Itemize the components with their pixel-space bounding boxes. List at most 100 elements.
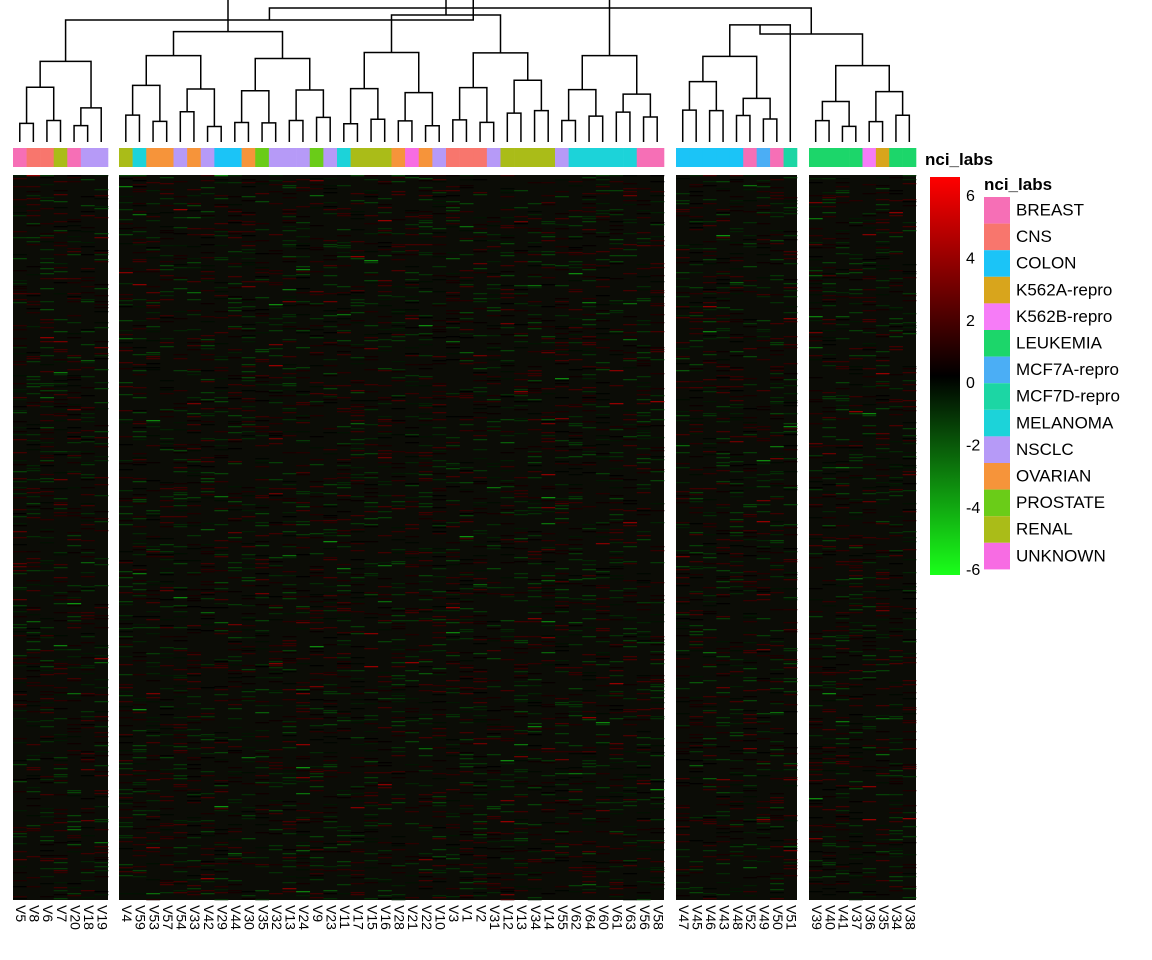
heatmap-cell xyxy=(568,706,583,708)
heatmap-cell xyxy=(364,715,379,717)
heatmap-cell xyxy=(323,821,338,823)
heatmap-cell xyxy=(94,687,109,689)
heatmap-cell xyxy=(350,800,365,802)
heatmap-cell xyxy=(40,491,55,493)
heatmap-cell xyxy=(473,798,488,800)
heatmap-cell xyxy=(555,191,569,193)
heatmap-cell xyxy=(582,818,597,820)
heatmap-cell xyxy=(541,760,556,762)
heatmap-cell xyxy=(595,190,610,192)
heatmap-cell xyxy=(432,625,447,627)
heatmap-cell xyxy=(53,581,68,583)
heatmap-cell xyxy=(500,647,515,649)
heatmap-cell xyxy=(214,871,229,873)
heatmap-cell xyxy=(514,418,529,420)
heatmap-cell xyxy=(391,286,406,288)
heatmap-cell xyxy=(568,777,583,779)
heatmap-cell xyxy=(53,858,68,860)
heatmap-cell xyxy=(623,339,638,341)
heatmap-cell xyxy=(377,346,392,348)
heatmap-cell xyxy=(67,315,82,317)
heatmap-cell xyxy=(13,199,27,201)
heatmap-cell xyxy=(228,641,242,643)
heatmap-cell xyxy=(309,699,324,701)
heatmap-cell xyxy=(241,212,256,214)
heatmap-cell xyxy=(159,275,174,277)
heatmap-cell xyxy=(350,699,365,701)
heatmap-cell xyxy=(337,865,351,867)
heatmap-cell xyxy=(473,263,488,265)
heatmap-cell xyxy=(500,577,515,579)
heatmap-cell xyxy=(309,325,324,327)
heatmap-cell xyxy=(255,641,270,643)
heatmap-cell xyxy=(159,496,174,498)
heatmap-cell xyxy=(132,624,147,626)
heatmap-cell xyxy=(13,345,27,347)
heatmap-cell xyxy=(568,492,583,494)
heatmap-cell xyxy=(595,641,610,643)
heatmap-cell xyxy=(296,608,311,610)
heatmap-cell xyxy=(40,741,55,743)
heatmap-cell xyxy=(377,863,392,865)
heatmap-cell xyxy=(40,388,55,390)
heatmap-cell xyxy=(173,881,188,883)
dendrogram-branch xyxy=(404,91,434,126)
heatmap-cell xyxy=(568,369,583,371)
heatmap-cell xyxy=(405,254,420,256)
heatmap-cell xyxy=(377,898,392,900)
heatmap-cell xyxy=(241,337,256,339)
heatmap-cell xyxy=(255,462,270,464)
dendrogram-branch xyxy=(702,55,758,99)
heatmap-cell xyxy=(377,385,392,387)
heatmap-cell xyxy=(323,674,338,676)
heatmap-cell xyxy=(527,859,542,861)
heatmap-cell xyxy=(26,358,41,360)
heatmap-cell xyxy=(296,504,311,506)
heatmap-cell xyxy=(40,618,55,620)
heatmap-cell xyxy=(405,473,420,475)
heatmap-cell xyxy=(377,701,392,703)
heatmap-cell xyxy=(473,194,488,196)
heatmap-cell xyxy=(418,618,433,620)
heatmap-cell xyxy=(486,328,501,330)
heatmap-cell xyxy=(187,403,202,405)
heatmap-cell xyxy=(80,409,95,411)
heatmap-cell xyxy=(459,871,474,873)
heatmap-cell xyxy=(337,345,351,347)
heatmap-cell xyxy=(94,358,109,360)
heatmap-cell xyxy=(391,615,406,617)
heatmap-cell xyxy=(500,378,515,380)
heatmap-cell xyxy=(623,640,638,642)
heatmap-cell xyxy=(132,306,147,308)
heatmap-cell xyxy=(282,498,297,500)
heatmap-cell xyxy=(26,721,41,723)
heatmap-cell xyxy=(459,758,474,760)
heatmap-cell xyxy=(40,850,55,852)
heatmap-cell xyxy=(636,200,651,202)
heatmap-cell xyxy=(364,882,379,884)
heatmap-cell xyxy=(200,234,215,236)
heatmap-cell xyxy=(255,847,270,849)
heatmap-cell xyxy=(636,376,651,378)
heatmap-cell xyxy=(514,733,529,735)
heatmap-cell xyxy=(432,895,447,897)
heatmap-cell xyxy=(432,732,447,734)
heatmap-cell xyxy=(446,868,460,870)
dendrogram-branch xyxy=(234,121,250,142)
heatmap-cell xyxy=(296,330,311,332)
heatmap-cell xyxy=(159,255,174,257)
heatmap-cell xyxy=(473,268,488,270)
heatmap-cell xyxy=(432,637,447,639)
heatmap-cell xyxy=(173,648,188,650)
heatmap-cell xyxy=(309,776,324,778)
heatmap-cell xyxy=(159,708,174,710)
heatmap-cell xyxy=(459,482,474,484)
heatmap-cell xyxy=(146,554,161,556)
heatmap-cell xyxy=(159,699,174,701)
heatmap-cell xyxy=(486,582,501,584)
heatmap-cell xyxy=(364,867,379,869)
heatmap-cell xyxy=(364,573,379,575)
heatmap-cell xyxy=(418,378,433,380)
heatmap-cell xyxy=(623,367,638,369)
heatmap-cell xyxy=(40,816,55,818)
